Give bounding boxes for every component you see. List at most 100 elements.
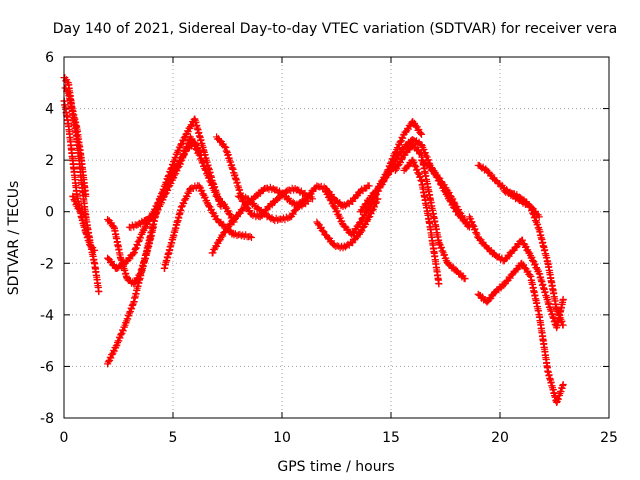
- series-arc-7: [104, 215, 157, 288]
- data-point: [206, 177, 214, 185]
- chart-title: Day 140 of 2021, Sidereal Day-to-day VTE…: [53, 21, 617, 37]
- data-point: [535, 213, 543, 221]
- data-point: [209, 249, 217, 257]
- x-tick-label: 5: [169, 430, 178, 446]
- data-point: [398, 155, 406, 163]
- y-tick-label: 6: [45, 50, 54, 66]
- data-point: [201, 193, 209, 201]
- data-point: [141, 224, 149, 232]
- data-point: [225, 209, 233, 217]
- data-point: [154, 206, 162, 214]
- data-point: [413, 165, 421, 173]
- data-point: [213, 242, 221, 250]
- data-point: [559, 380, 567, 388]
- data-point: [149, 223, 157, 231]
- data-point: [461, 275, 469, 283]
- y-axis-label: SDTVAR / TECUs: [6, 181, 22, 296]
- x-tick-label: 0: [60, 430, 69, 446]
- y-tick-label: -6: [40, 359, 54, 375]
- data-point: [324, 190, 332, 198]
- data-point: [205, 202, 213, 210]
- data-point: [180, 200, 188, 208]
- data-point: [164, 186, 172, 194]
- series-arc-23: [500, 187, 543, 221]
- plot-frame: [63, 56, 610, 419]
- data-point: [184, 128, 192, 136]
- data-point: [309, 195, 317, 203]
- data-point: [417, 129, 425, 137]
- y-tick-label: 2: [45, 153, 54, 169]
- data-point: [362, 221, 370, 229]
- data-point: [208, 205, 216, 213]
- data-point: [70, 196, 78, 204]
- x-tick-label: 15: [382, 430, 400, 446]
- data-point: [441, 251, 449, 259]
- data-point: [367, 198, 375, 206]
- data-point: [160, 193, 168, 201]
- y-tick-label: 0: [45, 205, 54, 221]
- x-tick-label: 20: [491, 430, 509, 446]
- x-tick-label: 10: [273, 430, 291, 446]
- data-point: [137, 234, 145, 242]
- data-marks: [60, 74, 567, 407]
- y-tick-label: 4: [45, 102, 54, 118]
- data-point: [117, 331, 125, 339]
- series-arc-9: [160, 182, 255, 272]
- data-point: [317, 223, 325, 231]
- data-point: [393, 165, 401, 173]
- x-axis-label: GPS time / hours: [277, 459, 394, 475]
- data-point: [119, 327, 127, 335]
- data-point: [104, 358, 112, 366]
- data-point: [336, 214, 344, 222]
- data-point: [109, 261, 117, 269]
- data-point: [559, 295, 567, 303]
- data-point: [188, 137, 196, 145]
- data-point: [471, 225, 479, 233]
- data-point: [411, 161, 419, 169]
- data-point: [81, 209, 89, 217]
- data-point: [247, 234, 255, 241]
- data-point: [559, 321, 567, 329]
- data-point: [112, 342, 120, 350]
- data-point: [107, 354, 115, 362]
- data-point: [91, 246, 99, 254]
- data-point: [410, 158, 418, 166]
- data-point: [82, 210, 90, 218]
- data-point: [170, 171, 178, 179]
- data-point: [196, 151, 204, 159]
- data-point: [326, 195, 334, 203]
- data-point: [522, 243, 530, 251]
- data-point: [416, 173, 424, 181]
- data-point: [420, 145, 428, 153]
- data-point: [418, 130, 426, 138]
- data-point: [519, 236, 527, 244]
- data-point: [211, 188, 219, 196]
- data-point: [219, 232, 227, 240]
- data-point: [158, 199, 166, 207]
- series-arc-12: [234, 182, 373, 225]
- data-point: [134, 275, 142, 283]
- data-point: [437, 243, 445, 251]
- data-point: [356, 219, 364, 227]
- data-point: [528, 253, 536, 261]
- data-point: [183, 193, 191, 201]
- series-arc-22: [465, 213, 567, 332]
- data-point: [435, 280, 443, 288]
- data-point: [396, 159, 404, 167]
- data-point: [201, 165, 209, 173]
- data-point: [399, 134, 407, 142]
- data-point: [467, 215, 475, 223]
- data-point: [205, 173, 213, 181]
- data-point: [458, 212, 466, 220]
- data-point: [215, 237, 223, 245]
- data-point: [468, 218, 476, 226]
- series-arc-13: [313, 195, 382, 252]
- axis-ticks: 0 5 10 15 20 25 -8 -6 -4 -2 0 2 4 6: [40, 50, 618, 446]
- data-point: [396, 138, 404, 146]
- y-tick-label: -2: [40, 256, 54, 272]
- data-point: [449, 195, 457, 203]
- series-arc-19: [418, 156, 473, 231]
- data-point: [95, 288, 103, 296]
- data-point: [208, 181, 216, 189]
